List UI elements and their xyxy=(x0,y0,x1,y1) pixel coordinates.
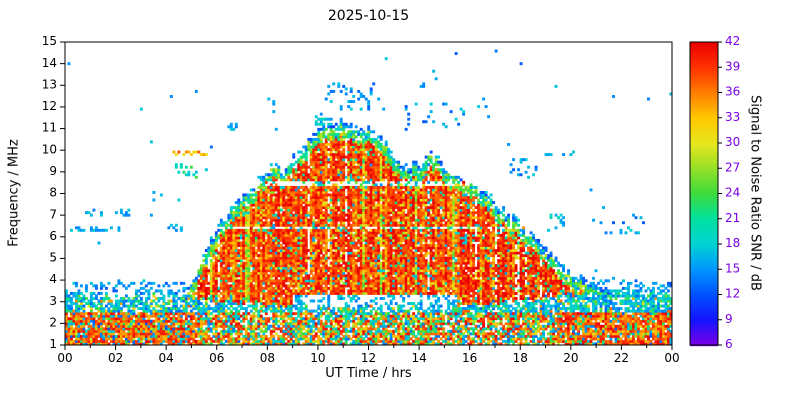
y-axis-label: Frequency / MHz xyxy=(6,139,22,247)
x-axis-label: UT Time / hrs xyxy=(325,366,412,381)
chart-title: 2025-10-15 xyxy=(327,8,410,24)
colorbar-label: Signal to Noise Ratio SNR / dB xyxy=(747,95,763,291)
